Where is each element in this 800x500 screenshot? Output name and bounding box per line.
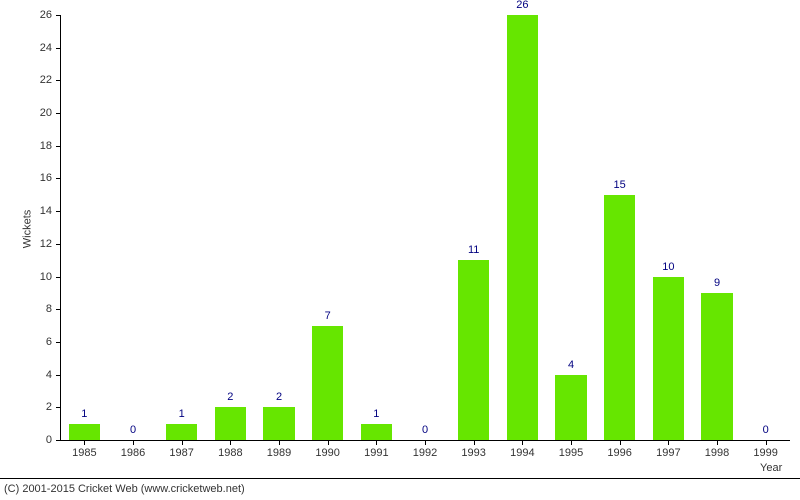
bar-value-label: 1 (81, 408, 87, 420)
y-tick-label: 16 (0, 172, 52, 184)
chart-container: (C) 2001-2015 Cricket Web (www.cricketwe… (0, 0, 800, 500)
bar (507, 15, 539, 440)
y-tick (56, 407, 60, 408)
bar-value-label: 15 (614, 179, 626, 191)
footer-copyright: (C) 2001-2015 Cricket Web (www.cricketwe… (4, 483, 245, 495)
x-tick-label: 1990 (315, 447, 339, 459)
y-tick (56, 244, 60, 245)
y-tick (56, 342, 60, 343)
y-tick (56, 309, 60, 310)
y-tick (56, 146, 60, 147)
x-tick (474, 441, 475, 445)
x-tick-label: 1985 (72, 447, 96, 459)
x-axis-label: Year (760, 462, 782, 474)
bar (263, 407, 295, 440)
x-tick (766, 441, 767, 445)
bar-value-label: 7 (325, 310, 331, 322)
y-tick-label: 24 (0, 42, 52, 54)
x-tick-label: 1986 (121, 447, 145, 459)
y-tick (56, 113, 60, 114)
y-tick (56, 277, 60, 278)
y-tick-label: 20 (0, 107, 52, 119)
y-tick-label: 8 (0, 303, 52, 315)
x-tick (376, 441, 377, 445)
bar-value-label: 26 (516, 0, 528, 11)
bar-value-label: 0 (763, 424, 769, 436)
y-tick (56, 375, 60, 376)
bar-value-label: 4 (568, 359, 574, 371)
x-tick-label: 1998 (705, 447, 729, 459)
bar-value-label: 2 (227, 391, 233, 403)
bar (604, 195, 636, 440)
x-tick (182, 441, 183, 445)
x-tick-label: 1993 (461, 447, 485, 459)
y-tick (56, 178, 60, 179)
x-tick (425, 441, 426, 445)
x-tick (717, 441, 718, 445)
x-tick-label: 1989 (267, 447, 291, 459)
y-tick-label: 6 (0, 336, 52, 348)
bar (458, 260, 490, 440)
y-tick (56, 80, 60, 81)
x-tick (328, 441, 329, 445)
y-tick (56, 211, 60, 212)
bar-value-label: 0 (130, 424, 136, 436)
x-tick (620, 441, 621, 445)
x-tick (133, 441, 134, 445)
y-axis (60, 15, 61, 440)
y-tick (56, 48, 60, 49)
y-tick (56, 15, 60, 16)
bar (166, 424, 198, 440)
x-tick (84, 441, 85, 445)
y-axis-label: Wickets (21, 209, 33, 248)
bar (215, 407, 247, 440)
x-tick-label: 1991 (364, 447, 388, 459)
x-tick-label: 1987 (169, 447, 193, 459)
y-tick (56, 440, 60, 441)
bar-value-label: 1 (179, 408, 185, 420)
y-tick-label: 2 (0, 401, 52, 413)
footer-divider (0, 478, 800, 479)
x-tick-label: 1995 (559, 447, 583, 459)
x-tick (571, 441, 572, 445)
bar-value-label: 1 (373, 408, 379, 420)
x-tick-label: 1996 (607, 447, 631, 459)
x-tick-label: 1992 (413, 447, 437, 459)
bar (69, 424, 101, 440)
x-tick (522, 441, 523, 445)
x-tick (279, 441, 280, 445)
x-tick-label: 1997 (656, 447, 680, 459)
y-tick-label: 10 (0, 271, 52, 283)
bar (312, 326, 344, 440)
y-tick-label: 22 (0, 74, 52, 86)
y-tick-label: 0 (0, 434, 52, 446)
bar-value-label: 11 (468, 244, 479, 256)
bar (653, 277, 685, 440)
x-tick-label: 1994 (510, 447, 534, 459)
x-tick (668, 441, 669, 445)
y-tick-label: 4 (0, 369, 52, 381)
bar-value-label: 0 (422, 424, 428, 436)
y-tick-label: 18 (0, 140, 52, 152)
bar (555, 375, 587, 440)
bar-value-label: 9 (714, 277, 720, 289)
x-tick-label: 1988 (218, 447, 242, 459)
bar-value-label: 10 (662, 261, 674, 273)
bar (361, 424, 393, 440)
bar (701, 293, 733, 440)
x-tick (230, 441, 231, 445)
bar-value-label: 2 (276, 391, 282, 403)
x-tick-label: 1999 (753, 447, 777, 459)
y-tick-label: 26 (0, 9, 52, 21)
